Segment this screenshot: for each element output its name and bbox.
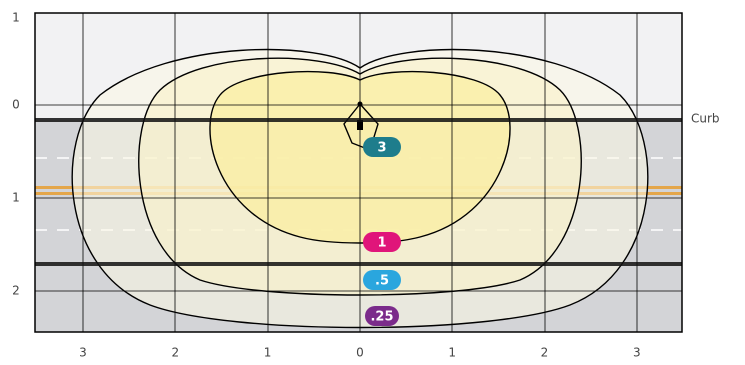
x-tick-label: 0 (356, 346, 364, 360)
x-tick-label: 1 (448, 346, 456, 360)
x-tick-label: 2 (541, 346, 549, 360)
y-tick-label: 1 (12, 11, 20, 25)
x-tick-label: 3 (79, 346, 87, 360)
label-text: 1 (377, 236, 386, 251)
y-tick-label: 1 (12, 191, 20, 205)
contour-label: .5 (363, 270, 401, 290)
curb-label: Curb (691, 112, 720, 126)
y-tick-label: 0 (12, 98, 20, 112)
label-pill (363, 137, 401, 157)
y-tick-label: 2 (12, 284, 20, 298)
contour-label: .25 (365, 306, 399, 326)
label-text: 3 (377, 141, 386, 156)
label-text: .25 (370, 310, 393, 325)
x-tick-label: 3 (633, 346, 641, 360)
curb-line (35, 262, 682, 266)
grid (35, 13, 682, 332)
x-tick-label: 1 (264, 346, 272, 360)
contour-label: 3 (363, 137, 401, 157)
label-pill (365, 306, 399, 326)
x-tick-label: 2 (171, 346, 179, 360)
frame (34, 12, 683, 333)
contour-label: 1 (363, 232, 401, 252)
label-text: .5 (375, 274, 389, 289)
label-pill (363, 232, 401, 252)
label-pill (363, 270, 401, 290)
curb-line (35, 118, 682, 122)
